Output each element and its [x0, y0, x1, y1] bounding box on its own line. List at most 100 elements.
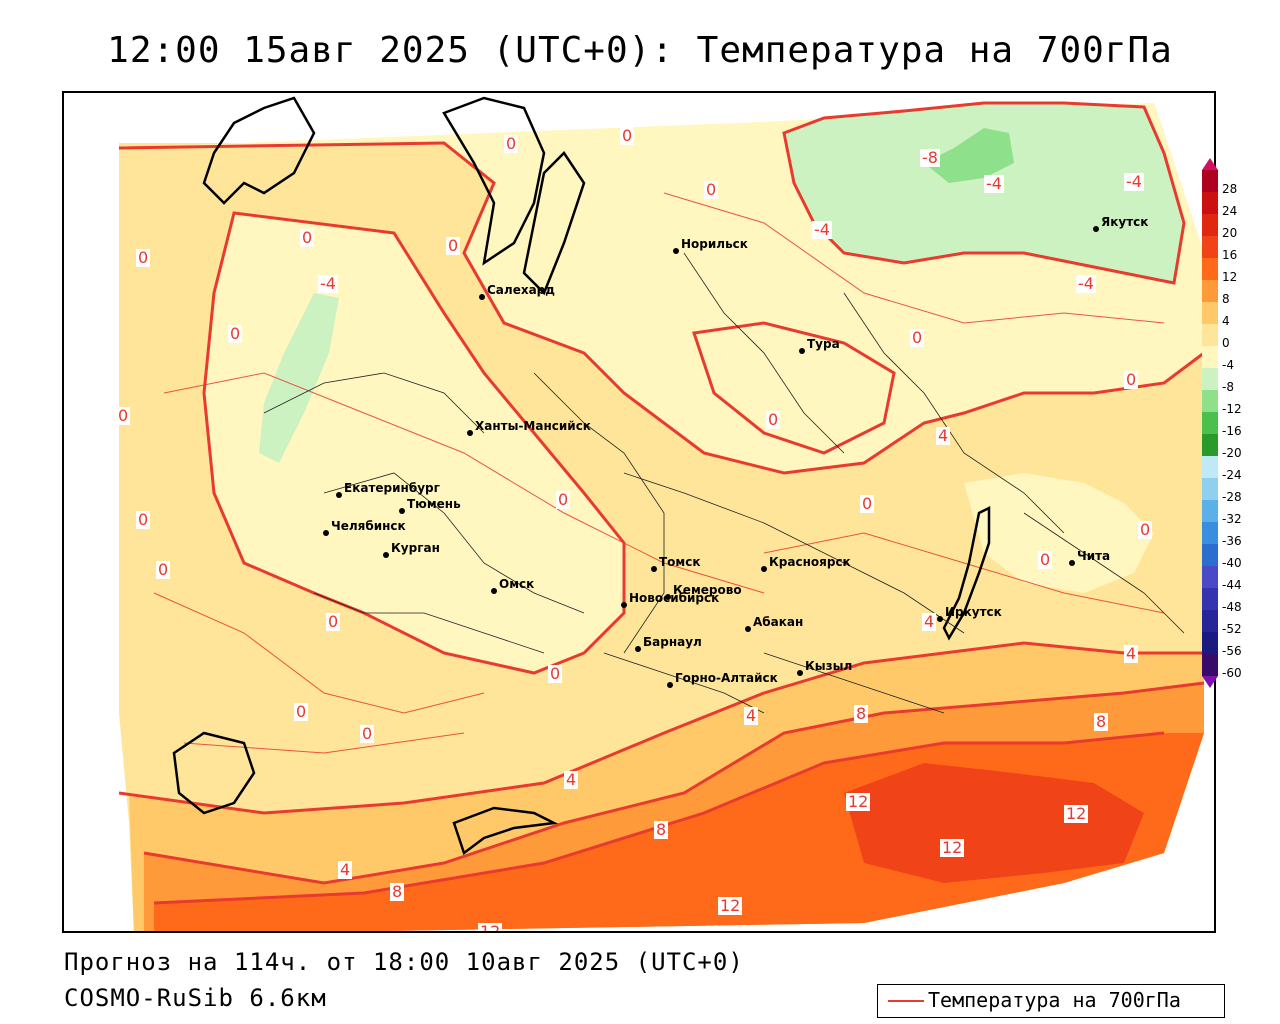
- city-label: Кызыл: [805, 659, 853, 673]
- contour-value-label: 0: [504, 134, 519, 153]
- city-marker: [667, 682, 673, 688]
- colorbar-tick-label: -52: [1222, 622, 1242, 636]
- colorbar-tick-label: -40: [1222, 556, 1242, 570]
- colorbar-tick-label: -60: [1222, 666, 1242, 680]
- temperature-map: Норильск Салехард Якутск Тура Ханты-Мансийск…: [62, 91, 1216, 933]
- colorbar-tick-label: 12: [1222, 270, 1238, 284]
- city-label: Барнаул: [643, 635, 702, 649]
- city-marker: [799, 348, 805, 354]
- colorbar-swatch: [1202, 588, 1218, 610]
- city-label: Челябинск: [331, 519, 406, 533]
- city-marker: [479, 294, 485, 300]
- city-label: Ханты-Мансийск: [475, 419, 591, 433]
- colorbar-tick-label: -12: [1222, 402, 1242, 416]
- contour-value-label: 0: [704, 180, 719, 199]
- contour-value-label: -4: [318, 274, 338, 293]
- city-marker: [635, 646, 641, 652]
- region-borders: [263, 252, 1185, 714]
- contour-value-label: 8: [1094, 712, 1109, 731]
- coastlines: [172, 96, 991, 856]
- colorbar-tick-label: -16: [1222, 424, 1242, 438]
- city-marker: [937, 616, 943, 622]
- colorbar-swatch: [1202, 346, 1218, 368]
- contour-value-label: 0: [116, 406, 131, 425]
- contour-value-label: 0: [294, 702, 309, 721]
- colorbar-swatch: [1202, 478, 1218, 500]
- city-label: Абакан: [753, 615, 804, 629]
- city-marker: [383, 552, 389, 558]
- colorbar-tick-label: 20: [1222, 226, 1238, 240]
- city-marker: [797, 670, 803, 676]
- city-label: Томск: [659, 555, 701, 569]
- contour-value-label: 0: [228, 324, 243, 343]
- contour-value-label: 0: [620, 126, 635, 145]
- city-layer: Норильск Салехард Якутск Тура Ханты-Мансийск…: [64, 93, 1214, 931]
- isotherm-lines: [118, 101, 1205, 905]
- city-label: Норильск: [681, 237, 748, 251]
- colorbar-tick-label: -4: [1222, 358, 1234, 372]
- colorbar-tick-label: -36: [1222, 534, 1242, 548]
- city-marker: [399, 508, 405, 514]
- contour-value-label: 4: [744, 706, 759, 725]
- city-marker: [467, 430, 473, 436]
- contour-value-label: 0: [860, 494, 875, 513]
- contour-value-label: 4: [338, 860, 353, 879]
- legend-label: Температура на 700гПа: [928, 988, 1181, 1012]
- legend-line-swatch: [888, 1000, 924, 1002]
- contour-value-label: 0: [1038, 550, 1053, 569]
- zone-warm-core: [844, 763, 1144, 883]
- contour-value-label: -4: [812, 220, 832, 239]
- colorbar-tick-label: 8: [1222, 292, 1230, 306]
- contour-value-label: 4: [922, 612, 937, 631]
- contour-value-label: 12: [1064, 804, 1089, 823]
- contour-value-label: -4: [1124, 172, 1144, 191]
- forecast-info: Прогноз на 114ч. от 18:00 10авг 2025 (UT…: [64, 948, 744, 976]
- colorbar-swatch: [1202, 522, 1218, 544]
- city-marker: [745, 626, 751, 632]
- colorbar-swatch: [1202, 566, 1218, 588]
- colorbar-tick-label: -56: [1222, 644, 1242, 658]
- legend: Температура на 700гПа: [877, 984, 1225, 1018]
- colorbar-tick-label: -20: [1222, 446, 1242, 460]
- contour-value-label: 0: [300, 228, 315, 247]
- colorbar-tick-label: -28: [1222, 490, 1242, 504]
- zone-cold-northeast: [784, 103, 1184, 283]
- city-marker: [323, 530, 329, 536]
- contour-value-label: -4: [1076, 274, 1096, 293]
- colorbar-tick-label: -24: [1222, 468, 1242, 482]
- city-label: Горно-Алтайск: [675, 671, 778, 685]
- colorbar-swatch: [1202, 302, 1218, 324]
- city-marker: [336, 492, 342, 498]
- contour-value-label: 0: [1124, 370, 1139, 389]
- contour-label-layer: 0 0 0 0 0 0 -4 -4 -8 -4 -4 -4 0 0 0 0 0 0 0 0 0 0 4 0 0 0 4 4 4 8 8 4 8 1…: [64, 93, 1214, 931]
- model-name: COSMO-RuSib 6.6км: [64, 984, 327, 1012]
- city-label: Салехард: [487, 283, 555, 297]
- colorbar-swatch: [1202, 280, 1218, 302]
- contour-value-label: 0: [446, 236, 461, 255]
- contour-value-label: 12: [478, 923, 503, 931]
- contour-value-label: 8: [854, 704, 869, 723]
- city-marker: [1069, 560, 1075, 566]
- colorbar-top-arrow: [1202, 158, 1218, 170]
- colorbar-tick-label: -44: [1222, 578, 1242, 592]
- contour-value-label: 0: [360, 724, 375, 743]
- colorbar-tick-label: 24: [1222, 204, 1238, 218]
- colorbar-swatch: [1202, 192, 1218, 214]
- city-marker: [1093, 226, 1099, 232]
- colorbar-swatch: [1202, 368, 1218, 390]
- colorbar-tick-label: 28: [1222, 182, 1238, 196]
- city-label: Якутск: [1101, 215, 1149, 229]
- city-label: Кемерово: [673, 583, 742, 597]
- contour-value-label: 4: [1124, 644, 1139, 663]
- contour-value-label: 0: [136, 248, 151, 267]
- colorbar-swatch: [1202, 324, 1218, 346]
- city-label: Тюмень: [407, 497, 461, 511]
- colorbar-tick-label: -32: [1222, 512, 1242, 526]
- city-label: Тура: [807, 337, 840, 351]
- colorbar-swatch: [1202, 654, 1218, 676]
- contour-value-label: 0: [326, 612, 341, 631]
- contour-value-label: 0: [556, 490, 571, 509]
- contour-value-label: 0: [766, 410, 781, 429]
- contour-value-label: 0: [548, 664, 563, 683]
- colorbar-svg: [1202, 158, 1218, 688]
